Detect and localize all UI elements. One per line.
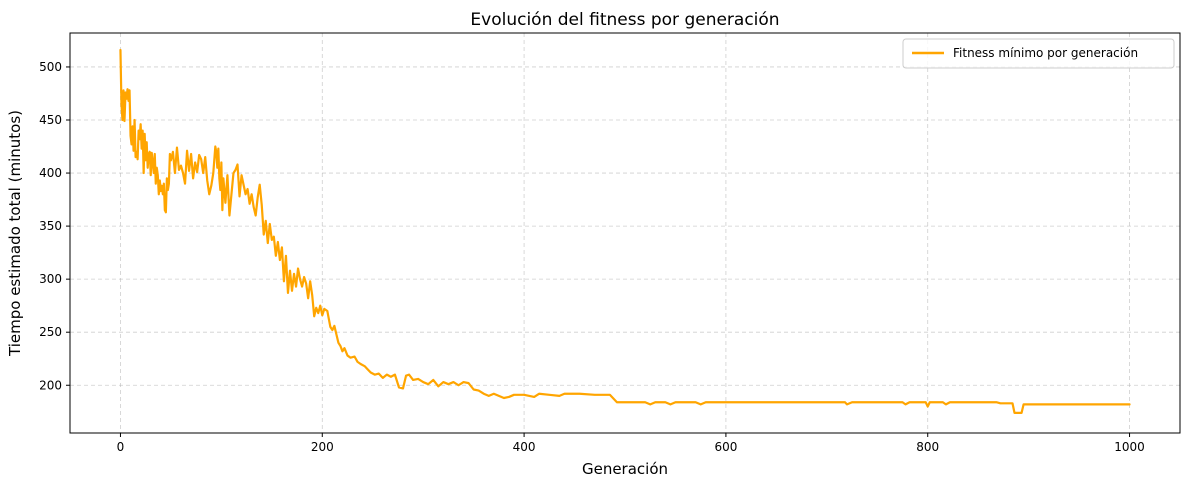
- x-axis: 0 200 400 600 800 1000: [117, 433, 1145, 454]
- y-tick-label: 400: [39, 166, 62, 180]
- y-tick-label: 200: [39, 378, 62, 392]
- chart-title: Evolución del fitness por generación: [470, 10, 779, 30]
- x-tick-label: 200: [311, 440, 334, 454]
- y-tick-label: 500: [39, 60, 62, 74]
- x-tick-label: 1000: [1114, 440, 1145, 454]
- y-axis: 200 250 300 350 400 450 500: [39, 60, 70, 392]
- legend: Fitness mínimo por generación: [902, 38, 1175, 69]
- x-tick-label: 400: [513, 440, 536, 454]
- legend-label: Fitness mínimo por generación: [953, 46, 1138, 60]
- series-line-fitness-minimo: [119, 48, 1131, 414]
- x-tick-label: 600: [714, 440, 737, 454]
- series-layer: [119, 48, 1131, 414]
- grid: [70, 33, 1180, 433]
- y-tick-label: 350: [39, 219, 62, 233]
- plot-frame: [69, 32, 1181, 434]
- x-tick-label: 0: [117, 440, 125, 454]
- y-axis-label: Tiempo estimado total (minutos): [6, 110, 24, 357]
- y-tick-label: 300: [39, 272, 62, 286]
- legend-box: [902, 38, 1175, 69]
- y-tick-label: 450: [39, 113, 62, 127]
- x-axis-label: Generación: [582, 460, 668, 478]
- y-tick-label: 250: [39, 325, 62, 339]
- x-tick-label: 800: [916, 440, 939, 454]
